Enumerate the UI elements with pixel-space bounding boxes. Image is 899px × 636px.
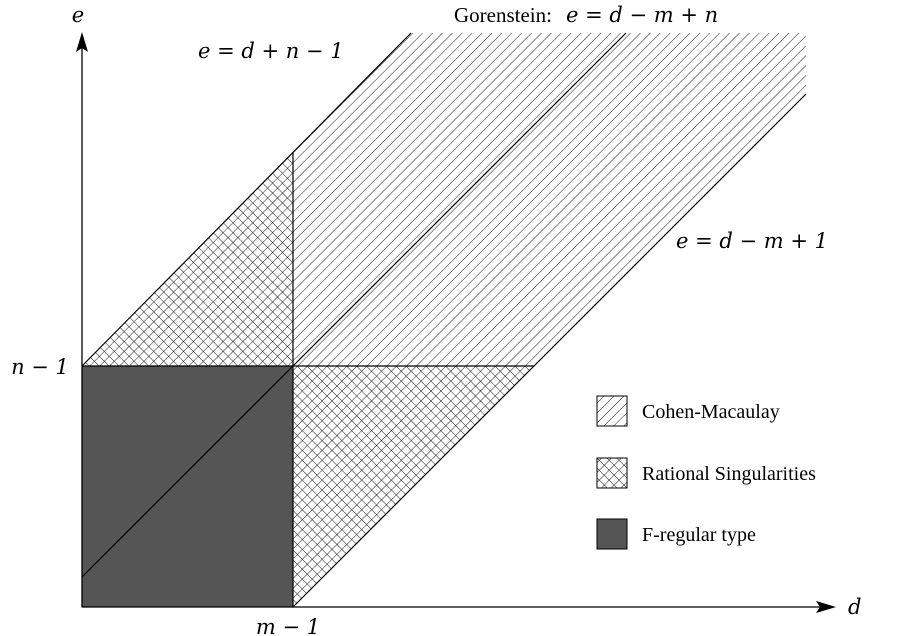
gorenstein-line bbox=[81, 32, 627, 578]
rational-swatch-icon bbox=[596, 457, 628, 489]
upper-boundary-line bbox=[81, 32, 412, 367]
y-tick-label: n − 1 bbox=[11, 355, 69, 379]
axes bbox=[76, 32, 836, 613]
x-axis-arrow-icon bbox=[816, 601, 836, 613]
f-regular-region bbox=[81, 365, 294, 608]
lower-boundary-line bbox=[292, 93, 807, 608]
legend-item-cohen-macaulay: Cohen-Macaulay bbox=[596, 395, 780, 427]
legend-item-rational: Rational Singularities bbox=[596, 457, 816, 489]
legend-item-f-regular: F-regular type bbox=[596, 518, 756, 550]
f-regular-swatch-icon bbox=[596, 518, 628, 550]
legend-label-cohen-macaulay: Cohen-Macaulay bbox=[642, 401, 780, 423]
boundary-lines bbox=[81, 32, 807, 608]
lower-line-equation: e = d − m + 1 bbox=[676, 229, 828, 253]
y-axis-label: e bbox=[72, 3, 84, 27]
x-axis-label: d bbox=[848, 595, 861, 619]
x-tick-label: m − 1 bbox=[256, 615, 320, 636]
y-axis-arrow-icon bbox=[76, 32, 88, 52]
legend-label-f-regular: F-regular type bbox=[642, 524, 756, 546]
cohen-macaulay-swatch-icon bbox=[596, 395, 628, 427]
upper-line-equation: e = d + n − 1 bbox=[198, 39, 344, 63]
legend: Cohen-Macaulay Rational Singularities F-… bbox=[596, 395, 816, 550]
cohen-macaulay-region bbox=[293, 33, 806, 366]
gorenstein-equation: e = d − m + n bbox=[566, 3, 718, 27]
legend-label-rational: Rational Singularities bbox=[642, 463, 816, 485]
gorenstein-prefix: Gorenstein: bbox=[454, 3, 552, 27]
